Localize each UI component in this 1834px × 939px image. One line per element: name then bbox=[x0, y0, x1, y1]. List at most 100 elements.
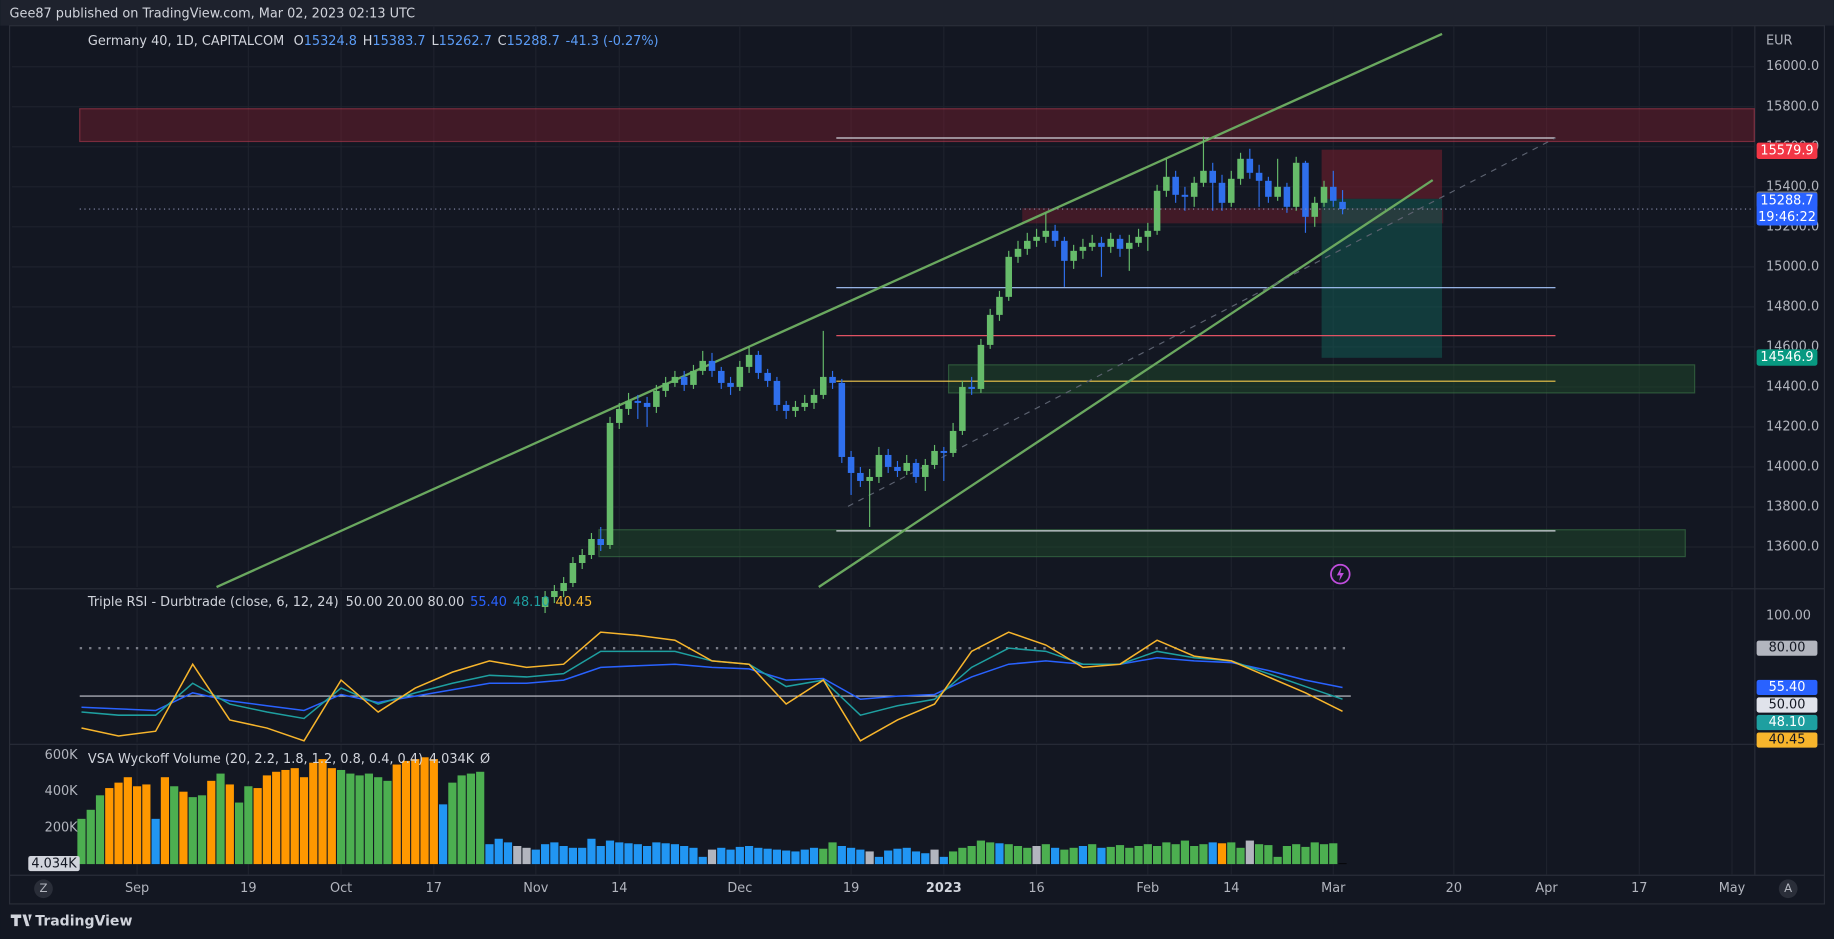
volume-bar bbox=[207, 780, 216, 865]
volume-bar bbox=[485, 844, 494, 865]
volume-bar bbox=[1032, 845, 1041, 865]
zoom-button-label: Z bbox=[39, 881, 47, 895]
candle-body bbox=[931, 450, 938, 465]
candle-body bbox=[1265, 180, 1272, 197]
volume-bar bbox=[1153, 845, 1162, 865]
volume-bar bbox=[1236, 847, 1245, 865]
candle-body bbox=[718, 370, 725, 383]
candle-body bbox=[1126, 242, 1133, 249]
candle-body bbox=[1144, 230, 1152, 237]
volume-bar bbox=[652, 842, 661, 865]
volume-bar bbox=[856, 849, 865, 865]
volume-bar bbox=[179, 791, 188, 865]
volume-bar bbox=[272, 771, 281, 865]
volume-bar bbox=[1227, 842, 1236, 865]
legend-params: 50.00 20.00 80.00 bbox=[346, 595, 465, 610]
volume-bar bbox=[1097, 847, 1106, 865]
volume-bar bbox=[1004, 844, 1013, 865]
chart-frame bbox=[8, 25, 1826, 905]
volume-bar bbox=[1143, 844, 1152, 865]
volume-bar bbox=[364, 773, 374, 865]
volume-bar bbox=[615, 842, 624, 865]
volume-bar bbox=[874, 856, 884, 865]
stop-zone bbox=[1321, 149, 1443, 199]
supply-zone bbox=[79, 108, 1755, 143]
candle-body bbox=[847, 456, 855, 473]
x-tick-label: 19 bbox=[843, 881, 859, 896]
volume-bar bbox=[707, 849, 717, 865]
price-tag bbox=[1756, 697, 1818, 713]
volume-tag-label: 4.034K bbox=[31, 857, 77, 872]
volume-bar bbox=[216, 773, 225, 865]
candle-body bbox=[801, 402, 809, 407]
candle-body bbox=[968, 386, 975, 389]
volume-bar bbox=[1162, 842, 1171, 865]
x-tick-label: Mar bbox=[1321, 881, 1346, 896]
candle-body bbox=[653, 390, 660, 407]
volume-bar bbox=[1190, 845, 1199, 865]
candle-body bbox=[1061, 240, 1068, 261]
volume-bar bbox=[170, 786, 179, 865]
candle-body bbox=[1218, 182, 1226, 203]
y-tick-label: 14400.0 bbox=[1766, 379, 1819, 394]
legend-change: -41.3 (-0.27%) bbox=[566, 33, 659, 48]
candle-body bbox=[634, 400, 642, 403]
drawings bbox=[79, 32, 1755, 589]
volume-bar bbox=[290, 768, 299, 865]
candle-body bbox=[1042, 230, 1050, 237]
volume-bar bbox=[235, 802, 244, 865]
candle-body bbox=[1014, 248, 1022, 257]
y-tick-label: 400K bbox=[45, 784, 79, 799]
volume-bar bbox=[847, 847, 856, 865]
candle-body bbox=[1181, 194, 1189, 197]
x-tick-label: 2023 bbox=[926, 881, 962, 896]
volume-bar bbox=[466, 773, 476, 865]
volume-bar bbox=[1051, 847, 1060, 865]
candle-body bbox=[680, 376, 688, 385]
volume-bar bbox=[531, 849, 540, 865]
candle-body bbox=[708, 360, 716, 371]
header-bar bbox=[0, 0, 1834, 26]
zoom-button[interactable] bbox=[34, 879, 53, 899]
volume-bar bbox=[383, 780, 392, 865]
volume-bar bbox=[1329, 843, 1338, 865]
volume-bar bbox=[1319, 844, 1329, 865]
brand-logo bbox=[10, 914, 32, 927]
candle-body bbox=[1107, 238, 1115, 247]
volume-bar bbox=[828, 842, 837, 865]
volume-bar bbox=[1069, 847, 1078, 865]
volume-bar bbox=[680, 845, 689, 865]
volume-bar bbox=[1106, 846, 1115, 865]
candle-body bbox=[1302, 162, 1309, 217]
price-tag-label: 55.40 bbox=[1769, 680, 1806, 695]
volume-bar bbox=[587, 838, 596, 865]
candle-body bbox=[1024, 240, 1031, 249]
volume-bar bbox=[698, 856, 707, 865]
x-tick-label: 16 bbox=[1028, 881, 1044, 896]
volume-bar bbox=[160, 777, 170, 865]
volume-bar bbox=[1310, 842, 1319, 865]
volume-bar bbox=[327, 768, 336, 865]
rsi-line bbox=[81, 631, 1343, 742]
candle-body bbox=[625, 400, 632, 409]
last-price-tag bbox=[1756, 192, 1818, 226]
event-icon[interactable] bbox=[1330, 563, 1351, 585]
candle-body bbox=[894, 466, 901, 471]
y-tick-label: 15800.0 bbox=[1766, 99, 1819, 114]
volume-bar bbox=[1023, 847, 1032, 865]
volume-bar bbox=[494, 838, 503, 865]
x-tick-label: 14 bbox=[611, 881, 627, 896]
auto-button[interactable] bbox=[1778, 879, 1798, 899]
volume-bar bbox=[605, 840, 615, 865]
volume-bar bbox=[1245, 840, 1254, 865]
x-tick-label: 17 bbox=[426, 881, 442, 896]
candle-body bbox=[597, 538, 605, 545]
legend-key: H bbox=[363, 33, 373, 48]
candle-body bbox=[671, 376, 679, 383]
candle-body bbox=[829, 376, 836, 383]
volume-bar bbox=[318, 759, 327, 865]
candle-body bbox=[1116, 238, 1124, 249]
y-tick-label: 14000.0 bbox=[1766, 459, 1819, 474]
volume-bar bbox=[439, 804, 448, 865]
